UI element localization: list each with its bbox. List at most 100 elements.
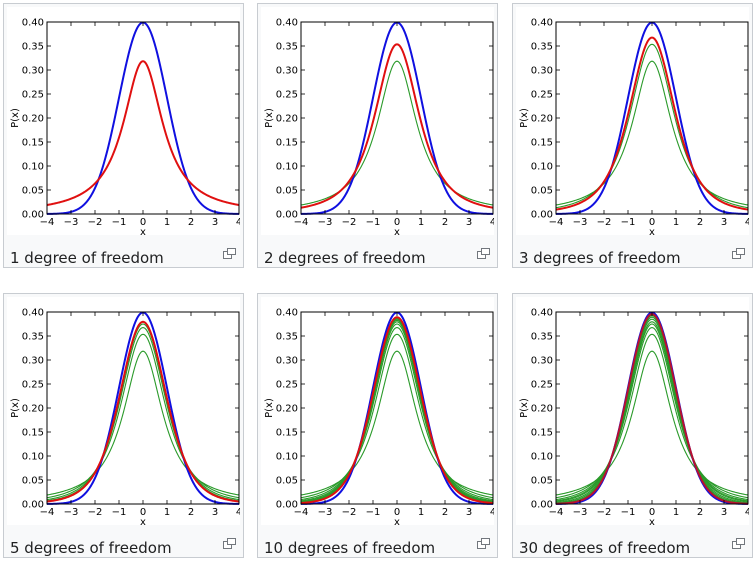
x-tick-label: −3 — [64, 507, 79, 518]
x-tick-label: 1 — [164, 217, 170, 228]
panel-caption: 5 degrees of freedom — [10, 539, 172, 557]
magnify-icon[interactable] — [477, 248, 490, 259]
x-axis-label: x — [394, 517, 400, 525]
x-axis-label: x — [140, 227, 146, 235]
panel-caption: 3 degrees of freedom — [519, 249, 681, 267]
y-tick-label: 0.05 — [531, 476, 553, 487]
x-tick-label: 2 — [697, 507, 703, 518]
x-tick-label: −1 — [366, 507, 381, 518]
x-tick-label: −1 — [112, 507, 127, 518]
plot-area — [301, 312, 493, 504]
y-tick-label: 0.35 — [22, 332, 44, 343]
x-tick-label: −2 — [597, 507, 612, 518]
x-tick-label: −3 — [318, 217, 333, 228]
x-tick-label: −3 — [318, 507, 333, 518]
previous-df-curve — [556, 60, 748, 206]
y-tick-label: 0.10 — [276, 452, 298, 463]
magnify-icon[interactable] — [732, 248, 745, 259]
x-tick-label: 0 — [649, 507, 655, 518]
y-tick-label: 0.15 — [531, 138, 553, 149]
y-tick-label: 0.15 — [531, 428, 553, 439]
x-tick-label: 1 — [418, 217, 424, 228]
previous-df-curve — [556, 316, 748, 504]
chart-plot[interactable]: −4 −3 −2 −1 0 1 2 3 4 0.00 0.05 0.10 0.15 0.20 0.25 0.3… — [516, 297, 749, 525]
magnify-icon[interactable] — [732, 538, 745, 549]
x-tick-label: 2 — [697, 217, 703, 228]
y-tick-label: 0.40 — [22, 308, 44, 319]
x-tick-label: 3 — [212, 507, 218, 518]
y-tick-label: 0.35 — [22, 42, 44, 53]
previous-df-curve — [556, 321, 748, 503]
y-tick-label: 0.30 — [22, 66, 44, 77]
x-tick-label: 1 — [673, 217, 679, 228]
current-df-curve — [47, 60, 239, 206]
y-tick-label: 0.20 — [276, 404, 298, 415]
y-tick-label: 0.40 — [531, 18, 553, 29]
line-chart: −4 −3 −2 −1 0 1 2 3 4 0.00 0.05 0.10 0.15 0.20 0.25 0.3… — [519, 308, 749, 526]
x-tick-label: −1 — [366, 217, 381, 228]
x-tick-label: −2 — [342, 507, 357, 518]
y-tick-label: 0.25 — [531, 380, 553, 391]
x-axis-label: x — [649, 227, 655, 235]
previous-df-curve — [556, 333, 748, 499]
x-tick-label: 2 — [188, 507, 194, 518]
plot-area — [301, 22, 493, 214]
y-axis-label: P(x) — [10, 108, 21, 128]
x-axis-label: x — [394, 227, 400, 235]
panel-caption: 2 degrees of freedom — [264, 249, 426, 267]
previous-df-curve — [47, 327, 239, 501]
current-df-curve — [301, 43, 493, 209]
panel-caption: 10 degrees of freedom — [264, 539, 436, 557]
line-chart: −4 −3 −2 −1 0 1 2 3 4 0.00 0.05 0.10 0.15 0.20 0.25 0.3… — [519, 18, 749, 236]
plot-area — [47, 22, 239, 214]
x-tick-label: 0 — [394, 217, 400, 228]
figure-panel-1: −4 −3 −2 −1 0 1 2 3 4 0.00 0.05 0.10 0.15 0.20 0.25 0.3… — [3, 3, 244, 268]
line-chart: −4 −3 −2 −1 0 1 2 3 4 0.00 0.05 0.10 0.15 0.20 0.25 0.3… — [264, 18, 494, 236]
magnify-icon[interactable] — [223, 538, 236, 549]
y-tick-label: 0.05 — [276, 186, 298, 197]
previous-df-curve — [556, 350, 748, 496]
x-tick-label: −4 — [549, 507, 564, 518]
y-tick-label: 0.25 — [276, 380, 298, 391]
x-tick-label: −3 — [573, 507, 588, 518]
y-tick-label: 0.30 — [531, 66, 553, 77]
y-tick-label: 0.35 — [531, 332, 553, 343]
y-tick-label: 0.20 — [276, 114, 298, 125]
y-tick-label: 0.40 — [276, 308, 298, 319]
y-axis-label: P(x) — [264, 398, 275, 418]
y-tick-label: 0.05 — [531, 186, 553, 197]
previous-df-curve — [301, 350, 493, 496]
chart-plot[interactable]: −4 −3 −2 −1 0 1 2 3 4 0.00 0.05 0.10 0.15 0.20 0.25 0.3… — [7, 7, 240, 235]
y-tick-label: 0.00 — [22, 500, 44, 511]
chart-plot[interactable]: −4 −3 −2 −1 0 1 2 3 4 0.00 0.05 0.10 0.15 0.20 0.25 0.3… — [7, 297, 240, 525]
x-tick-label: 3 — [212, 217, 218, 228]
y-tick-label: 0.30 — [276, 66, 298, 77]
plot-area — [556, 312, 748, 504]
plot-area — [556, 22, 748, 214]
magnify-icon[interactable] — [223, 248, 236, 259]
x-tick-label: 3 — [721, 217, 727, 228]
y-tick-label: 0.30 — [531, 356, 553, 367]
y-tick-label: 0.25 — [22, 90, 44, 101]
x-tick-label: 3 — [466, 507, 472, 518]
chart-plot[interactable]: −4 −3 −2 −1 0 1 2 3 4 0.00 0.05 0.10 0.15 0.20 0.25 0.3… — [516, 7, 749, 235]
y-axis-label: P(x) — [264, 108, 275, 128]
chart-plot[interactable]: −4 −3 −2 −1 0 1 2 3 4 0.00 0.05 0.10 0.15 0.20 0.25 0.3… — [261, 7, 494, 235]
x-tick-label: 1 — [418, 507, 424, 518]
previous-df-curve — [556, 318, 748, 503]
previous-df-curve — [556, 323, 748, 502]
figure-panel-3: −4 −3 −2 −1 0 1 2 3 4 0.00 0.05 0.10 0.15 0.20 0.25 0.3… — [512, 3, 753, 268]
y-tick-label: 0.10 — [22, 452, 44, 463]
x-tick-label: −3 — [64, 217, 79, 228]
y-tick-label: 0.20 — [531, 114, 553, 125]
x-tick-label: −2 — [597, 217, 612, 228]
y-tick-label: 0.00 — [22, 210, 44, 221]
x-tick-label: −2 — [88, 217, 103, 228]
y-tick-label: 0.00 — [276, 500, 298, 511]
y-tick-label: 0.25 — [276, 90, 298, 101]
y-tick-label: 0.30 — [276, 356, 298, 367]
previous-df-curve — [301, 321, 493, 503]
chart-plot[interactable]: −4 −3 −2 −1 0 1 2 3 4 0.00 0.05 0.10 0.15 0.20 0.25 0.3… — [261, 297, 494, 525]
magnify-icon[interactable] — [477, 538, 490, 549]
y-tick-label: 0.05 — [276, 476, 298, 487]
